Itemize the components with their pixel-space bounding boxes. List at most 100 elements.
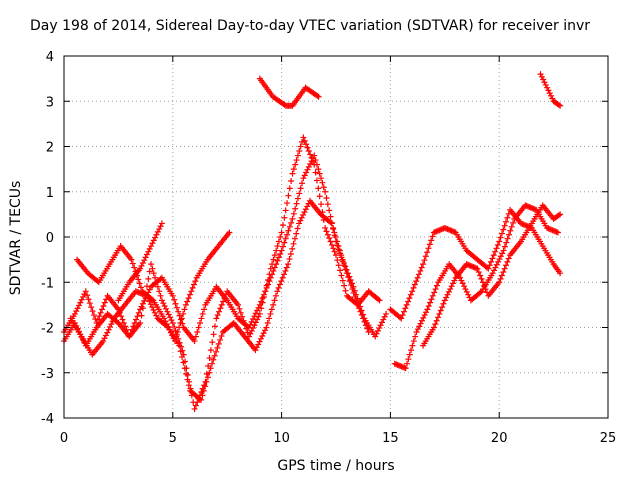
- x-tick-label: 10: [273, 431, 290, 446]
- x-axis-label: GPS time / hours: [277, 458, 394, 474]
- data-point: [271, 252, 278, 259]
- data-point: [88, 304, 95, 311]
- data-point: [169, 332, 176, 339]
- data-point: [267, 274, 274, 281]
- data-point: [427, 299, 434, 306]
- data-point: [448, 283, 455, 290]
- data-point: [288, 219, 295, 226]
- data-point: [311, 152, 318, 159]
- data-point: [440, 300, 447, 307]
- data-point: [101, 299, 108, 306]
- data-point: [381, 313, 388, 320]
- data-point: [275, 284, 282, 291]
- data-point: [320, 184, 327, 191]
- data-point: [210, 331, 217, 338]
- data-point: [215, 340, 222, 347]
- data-point: [538, 73, 545, 80]
- data-point: [278, 247, 285, 254]
- data-point: [439, 304, 446, 311]
- data-point: [258, 298, 265, 305]
- data-point: [185, 382, 192, 389]
- data-point: [489, 255, 496, 262]
- data-point: [296, 148, 303, 155]
- data-point: [494, 241, 501, 248]
- data-point: [414, 274, 421, 281]
- data-point: [425, 303, 432, 310]
- data-point: [179, 353, 186, 360]
- data-point: [557, 211, 564, 218]
- data-point: [291, 235, 298, 242]
- data-point: [218, 301, 225, 308]
- data-point: [537, 71, 544, 78]
- data-point: [491, 267, 498, 274]
- data-point: [339, 277, 346, 284]
- data-point: [74, 305, 81, 312]
- data-point: [292, 205, 299, 212]
- data-point: [213, 348, 220, 355]
- data-point: [281, 214, 288, 221]
- data-point: [335, 243, 342, 250]
- data-point: [372, 333, 379, 340]
- data-point: [96, 313, 103, 320]
- data-point: [544, 84, 551, 91]
- data-point: [423, 309, 430, 316]
- data-point: [250, 316, 257, 323]
- data-point: [130, 323, 137, 330]
- data-point: [304, 144, 311, 151]
- data-point: [421, 257, 428, 264]
- data-point: [313, 177, 320, 184]
- data-point: [198, 396, 205, 403]
- data-point: [402, 305, 409, 312]
- data-point: [493, 261, 500, 268]
- data-point: [268, 306, 275, 313]
- data-point: [429, 233, 436, 240]
- data-point: [331, 229, 338, 236]
- data-point: [335, 262, 342, 269]
- data-point: [546, 90, 553, 97]
- data-point: [263, 324, 270, 331]
- data-point: [150, 306, 157, 313]
- data-point: [304, 166, 311, 173]
- data-point: [297, 185, 304, 192]
- data-point: [172, 300, 179, 307]
- data-point: [270, 267, 277, 274]
- data-point: [145, 248, 152, 255]
- data-point: [373, 330, 380, 337]
- data-point: [315, 185, 322, 192]
- data-point: [437, 307, 444, 314]
- data-point: [255, 341, 262, 348]
- y-tick-label: 3: [46, 95, 54, 110]
- data-point: [505, 231, 512, 238]
- data-point: [100, 303, 107, 310]
- data-point: [378, 319, 385, 326]
- data-point: [282, 207, 289, 214]
- data-point: [254, 307, 261, 314]
- data-point: [497, 253, 504, 260]
- data-point: [191, 281, 198, 288]
- data-point: [152, 274, 159, 281]
- data-point: [171, 296, 178, 303]
- data-point: [343, 266, 350, 273]
- data-point: [263, 284, 270, 291]
- data-point: [202, 383, 209, 390]
- data-plot-area: [61, 71, 564, 412]
- data-point: [157, 223, 164, 230]
- data-point: [248, 318, 255, 325]
- data-point: [173, 333, 180, 340]
- data-point: [271, 264, 278, 271]
- data-point: [338, 252, 345, 259]
- data-point: [77, 299, 84, 306]
- data-point: [504, 235, 511, 242]
- data-point: [163, 305, 169, 312]
- y-tick-label: 4: [46, 50, 54, 65]
- data-point: [146, 286, 153, 293]
- data-point: [322, 224, 329, 231]
- data-point: [289, 215, 296, 222]
- data-point: [265, 281, 271, 288]
- data-point: [198, 315, 205, 322]
- data-point: [324, 201, 331, 208]
- data-point: [355, 299, 362, 306]
- data-point: [431, 289, 438, 296]
- y-tick-label: 0: [46, 231, 54, 246]
- data-point: [540, 76, 547, 83]
